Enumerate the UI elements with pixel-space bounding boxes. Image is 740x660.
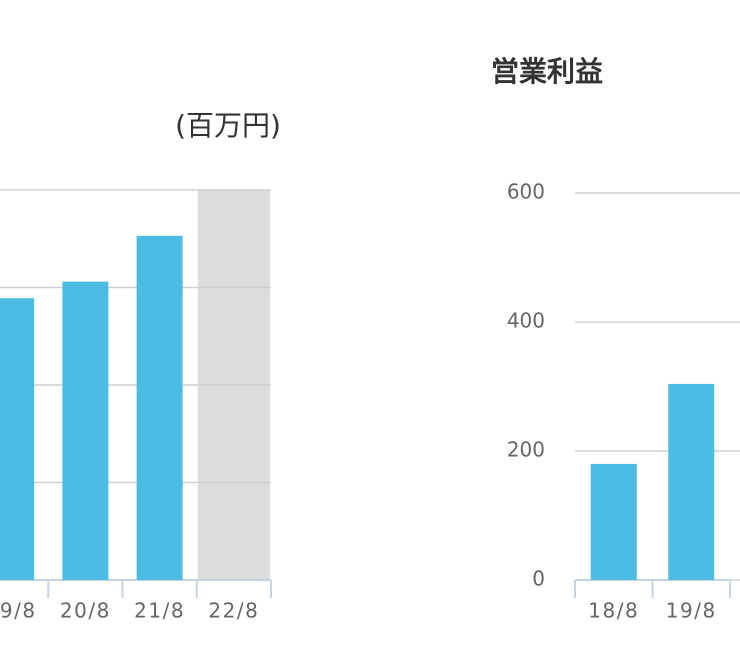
y-tick-label: 600 <box>507 180 545 204</box>
bar <box>62 281 109 580</box>
unit-label: (百万円) <box>175 109 281 142</box>
y-tick-label: 400 <box>507 309 545 333</box>
bar <box>0 298 35 580</box>
bar <box>668 383 715 580</box>
x-tick-label: 19/8 <box>0 599 37 623</box>
chart-title: 営業利益 <box>491 55 603 88</box>
x-tick-label: 18/8 <box>588 599 639 623</box>
bar <box>136 235 183 580</box>
x-tick-label: 20/8 <box>60 599 111 623</box>
x-tick-label: 19/8 <box>666 599 717 623</box>
bar <box>590 463 637 580</box>
y-tick-label: 0 <box>532 567 545 591</box>
x-tick-label: 21/8 <box>134 599 185 623</box>
y-tick-label: 200 <box>507 438 545 462</box>
x-tick-label: 22/8 <box>208 599 259 623</box>
